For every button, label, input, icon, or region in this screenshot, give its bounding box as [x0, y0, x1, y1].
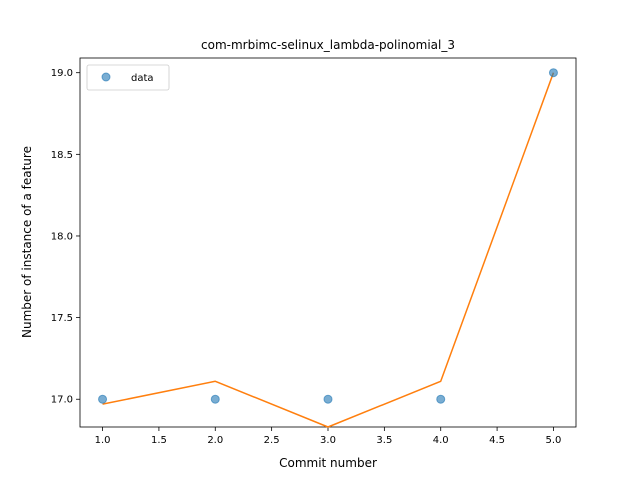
x-tick-label: 4.5 — [489, 435, 505, 446]
legend: data — [86, 64, 170, 91]
data-point — [548, 68, 558, 78]
data-point — [98, 394, 108, 404]
y-tick-label: 17.0 — [51, 395, 73, 406]
y-tick-label: 17.5 — [51, 313, 73, 324]
x-tick-label: 1.5 — [151, 435, 167, 446]
y-axis: 17.0 17.5 18.0 18.5 19.0 — [51, 68, 80, 406]
y-tick-label: 18.5 — [51, 150, 73, 161]
legend-marker-data — [101, 72, 111, 82]
x-axis: 1.0 1.5 2.0 2.5 3.0 3.5 4.0 4.5 5.0 — [95, 427, 562, 446]
data-point — [210, 394, 220, 404]
x-tick-label: 3.5 — [376, 435, 392, 446]
x-tick-label: 5.0 — [546, 435, 562, 446]
data-series — [98, 68, 558, 404]
y-tick-label: 19.0 — [51, 68, 73, 79]
fit-line-series — [102, 72, 555, 428]
plot-area — [79, 57, 577, 428]
legend-box — [86, 64, 170, 91]
fit-line — [102, 72, 555, 428]
x-tick-label: 3.0 — [320, 435, 336, 446]
legend-label-data: data — [131, 73, 154, 84]
x-tick-label: 2.5 — [264, 435, 280, 446]
data-point — [436, 394, 446, 404]
x-tick-label: 4.0 — [433, 435, 449, 446]
x-tick-label: 1.0 — [95, 435, 111, 446]
chart-title: com-mrbimc-selinux_lambda-polinomial_3 — [201, 38, 455, 52]
x-axis-label: Commit number — [279, 456, 377, 470]
data-point — [323, 394, 333, 404]
x-tick-label: 2.0 — [207, 435, 223, 446]
y-tick-label: 18.0 — [51, 231, 73, 242]
y-axis-label: Number of instance of a feature — [20, 146, 34, 338]
